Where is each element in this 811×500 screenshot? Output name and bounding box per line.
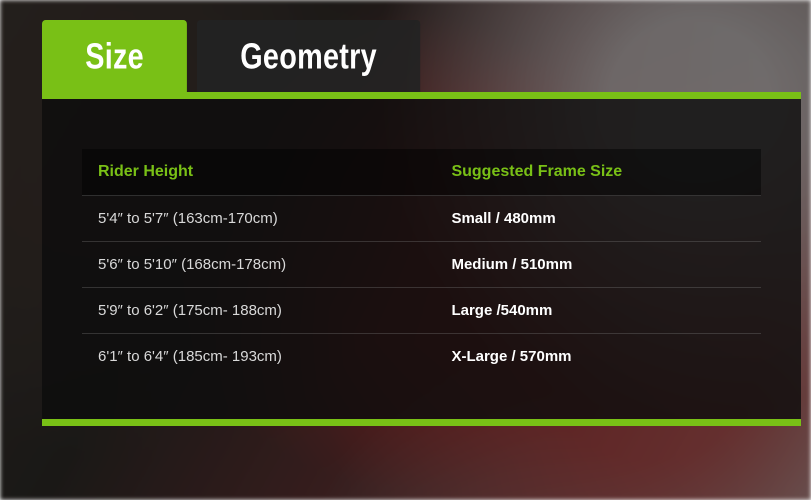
table-row: 5'6″ to 5'10″ (168cm-178cm) Medium / 510… <box>82 242 761 288</box>
cell-frame-size: X-Large / 570mm <box>435 334 761 380</box>
tab-label: Geometry <box>241 35 378 76</box>
table-row: 6'1″ to 6'4″ (185cm- 193cm) X-Large / 57… <box>82 334 761 380</box>
cell-frame-size: Small / 480mm <box>435 196 761 242</box>
cell-rider-height: 5'6″ to 5'10″ (168cm-178cm) <box>82 242 435 288</box>
size-geometry-panel: Size Geometry Rider Height Suggested Fra… <box>42 20 801 480</box>
cell-rider-height: 5'9″ to 6'2″ (175cm- 188cm) <box>82 288 435 334</box>
cell-frame-size: Large /540mm <box>435 288 761 334</box>
tab-content: Rider Height Suggested Frame Size 5'4″ t… <box>42 99 801 419</box>
size-table: Rider Height Suggested Frame Size 5'4″ t… <box>82 149 761 379</box>
tab-geometry[interactable]: Geometry <box>197 20 420 92</box>
table-row: 5'9″ to 6'2″ (175cm- 188cm) Large /540mm <box>82 288 761 334</box>
col-header-frame-size: Suggested Frame Size <box>435 149 761 196</box>
tab-label: Size <box>85 35 144 76</box>
table-header-row: Rider Height Suggested Frame Size <box>82 149 761 196</box>
accent-bar-top <box>42 92 801 99</box>
tab-row: Size Geometry <box>42 20 801 92</box>
tab-size[interactable]: Size <box>42 20 187 92</box>
cell-rider-height: 5'4″ to 5'7″ (163cm-170cm) <box>82 196 435 242</box>
accent-bar-bottom <box>42 419 801 426</box>
table-row: 5'4″ to 5'7″ (163cm-170cm) Small / 480mm <box>82 196 761 242</box>
col-header-rider-height: Rider Height <box>82 149 435 196</box>
cell-rider-height: 6'1″ to 6'4″ (185cm- 193cm) <box>82 334 435 380</box>
cell-frame-size: Medium / 510mm <box>435 242 761 288</box>
